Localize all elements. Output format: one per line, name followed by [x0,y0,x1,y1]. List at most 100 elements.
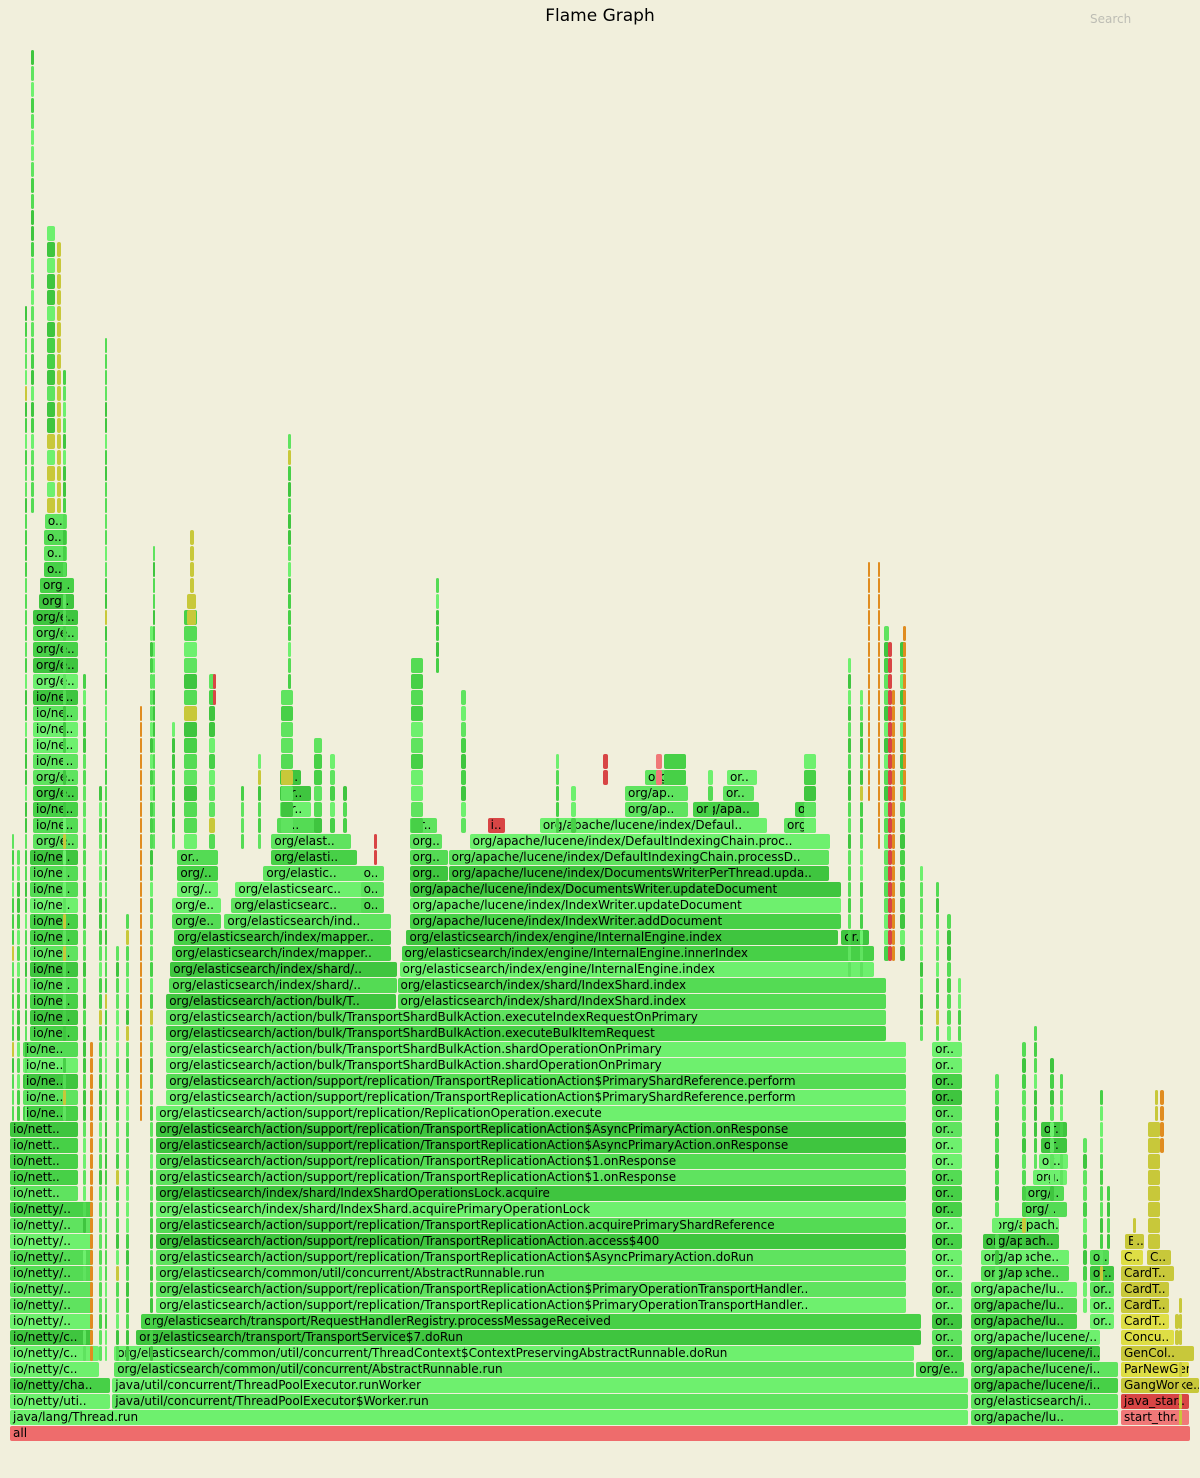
stack-frame-narrow[interactable] [860,786,863,801]
stack-frame-narrow[interactable] [184,754,197,769]
stack-frame-narrow[interactable] [314,770,322,785]
stack-frame-narrow[interactable] [140,1010,142,1025]
stack-frame-narrow[interactable] [892,898,895,913]
stack-frame-narrow[interactable] [848,674,851,689]
stack-frame-narrow[interactable] [83,834,86,849]
stack-frame-narrow[interactable] [1034,1074,1037,1089]
stack-frame-narrow[interactable] [83,1058,86,1073]
stack-frame[interactable]: io/ne.. [22,1074,79,1089]
stack-frame-narrow[interactable] [1050,1122,1054,1137]
stack-frame-narrow[interactable] [116,1122,119,1137]
stack-frame-narrow[interactable] [90,1330,93,1345]
stack-frame-narrow[interactable] [90,1266,93,1281]
stack-frame-narrow[interactable] [150,1314,153,1329]
stack-frame-narrow[interactable] [25,354,27,369]
stack-frame-narrow[interactable] [31,322,34,337]
stack-frame-narrow[interactable] [184,770,197,785]
stack-frame[interactable]: org/elasticsearch/action/bulk/TransportS… [166,1026,887,1041]
stack-frame-narrow[interactable] [184,674,197,689]
stack-frame-narrow[interactable] [281,738,293,753]
stack-frame-narrow[interactable] [878,834,880,849]
stack-frame-narrow[interactable] [603,754,608,769]
stack-frame-narrow[interactable] [150,1218,153,1233]
stack-frame-narrow[interactable] [105,722,107,737]
stack-frame-narrow[interactable] [25,738,27,753]
stack-frame-narrow[interactable] [848,738,851,753]
stack-frame-narrow[interactable] [116,1218,119,1233]
stack-frame-narrow[interactable] [25,434,27,449]
stack-frame-narrow[interactable] [25,498,27,513]
stack-frame-narrow[interactable] [83,1154,86,1169]
stack-frame-narrow[interactable] [105,578,107,593]
stack-frame-narrow[interactable] [153,738,155,753]
stack-frame-narrow[interactable] [57,306,61,321]
stack-frame-narrow[interactable] [172,754,175,769]
stack-frame[interactable]: org.. [1032,1170,1067,1185]
stack-frame-narrow[interactable] [330,754,335,769]
stack-frame-narrow[interactable] [920,914,923,929]
stack-frame-narrow[interactable] [888,706,892,721]
stack-frame-narrow[interactable] [47,274,55,289]
stack-frame[interactable]: o.. [360,898,384,913]
stack-frame-narrow[interactable] [184,722,197,737]
stack-frame[interactable]: org/e.. [916,1362,965,1377]
stack-frame-narrow[interactable] [920,1010,923,1025]
stack-frame-narrow[interactable] [83,1266,86,1281]
stack-frame-narrow[interactable] [1083,1170,1087,1185]
stack-frame-narrow[interactable] [1034,1138,1037,1153]
stack-frame[interactable]: org/elasticsearch/action/support/replica… [156,1282,907,1297]
stack-frame-narrow[interactable] [571,786,576,801]
stack-frame[interactable]: io/ne.. [22,1090,79,1105]
stack-frame-narrow[interactable] [936,994,939,1009]
stack-frame[interactable]: io/ne.. [30,882,79,897]
stack-frame[interactable]: org/elasticsearch/action/support/replica… [156,1218,907,1233]
stack-frame-narrow[interactable] [884,930,889,945]
stack-frame[interactable]: org/apache/lucene/index/Defaul.. [539,818,768,833]
stack-frame-narrow[interactable] [105,1106,107,1121]
stack-frame-narrow[interactable] [31,386,34,401]
stack-frame-narrow[interactable] [12,834,14,849]
stack-frame-narrow[interactable] [140,898,142,913]
stack-frame[interactable]: java/util/concurrent/ThreadPoolExecutor.… [112,1378,968,1393]
stack-frame-narrow[interactable] [150,1346,153,1361]
stack-frame-narrow[interactable] [90,1346,93,1361]
stack-frame[interactable]: io/ne.. [30,946,79,961]
stack-frame-narrow[interactable] [126,1154,129,1169]
stack-frame-narrow[interactable] [90,1250,93,1265]
stack-frame-narrow[interactable] [848,690,851,705]
stack-frame-narrow[interactable] [83,1138,86,1153]
stack-frame-narrow[interactable] [63,914,66,929]
stack-frame-narrow[interactable] [878,658,880,673]
stack-frame-narrow[interactable] [99,786,102,801]
stack-frame-narrow[interactable] [958,978,961,993]
stack-frame[interactable]: or.. [932,1218,963,1233]
stack-frame-narrow[interactable] [884,866,889,881]
stack-frame-narrow[interactable] [892,850,895,865]
stack-frame[interactable]: org/apa.. [693,802,760,817]
stack-frame-narrow[interactable] [31,418,34,433]
stack-frame-narrow[interactable] [656,770,662,785]
stack-frame-narrow[interactable] [920,1026,923,1041]
stack-frame-narrow[interactable] [116,1106,119,1121]
stack-frame-narrow[interactable] [63,946,66,961]
stack-frame[interactable]: org/elasticsearch/transport/RequestHandl… [141,1314,922,1329]
stack-frame[interactable]: io/ne.. [22,1106,79,1121]
stack-frame-narrow[interactable] [190,530,194,545]
stack-frame-narrow[interactable] [1107,1234,1110,1249]
stack-frame-narrow[interactable] [99,1122,102,1137]
stack-frame-narrow[interactable] [150,994,153,1009]
stack-frame-narrow[interactable] [140,946,142,961]
stack-frame-narrow[interactable] [892,722,895,737]
stack-frame-narrow[interactable] [868,578,870,593]
stack-frame-narrow[interactable] [153,578,155,593]
stack-frame-narrow[interactable] [90,1058,93,1073]
stack-frame-narrow[interactable] [947,978,951,993]
stack-frame-narrow[interactable] [1022,1074,1026,1089]
stack-frame-narrow[interactable] [900,914,905,929]
stack-frame[interactable]: io/netty/.. [10,1266,94,1281]
stack-frame-narrow[interactable] [903,722,906,737]
stack-frame-narrow[interactable] [1060,1090,1063,1105]
stack-frame-narrow[interactable] [83,1314,86,1329]
stack-frame[interactable]: GangWorke.. [1120,1378,1200,1393]
stack-frame-narrow[interactable] [153,834,155,849]
